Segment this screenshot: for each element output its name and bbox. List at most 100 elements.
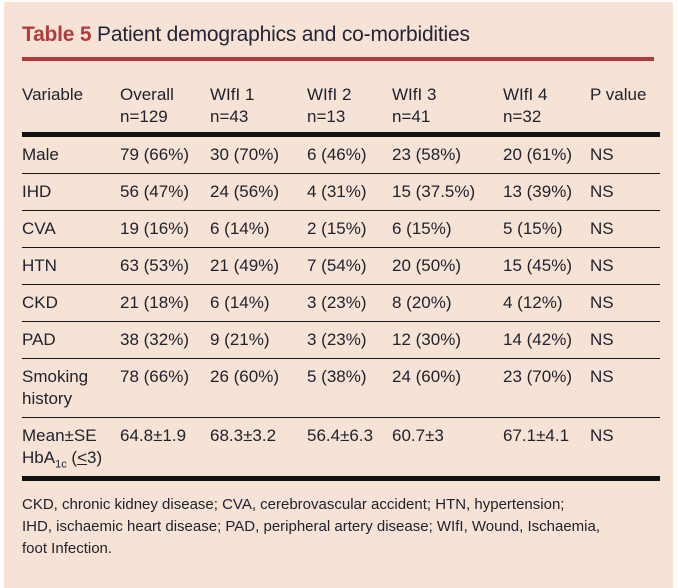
column-header-line2: n=13 [307, 107, 346, 126]
row-value: NS [590, 417, 660, 481]
row-value: 6 (14%) [210, 210, 307, 248]
column-header: Overall n=129 [120, 84, 210, 137]
column-header: P value [590, 84, 660, 137]
row-value: 9 (21%) [210, 321, 307, 359]
column-header: WIfI 3 n=41 [392, 84, 503, 137]
row-value: 8 (20%) [392, 284, 503, 322]
row-variable-line: IHD [22, 181, 116, 203]
text-segment: Mean±SE [22, 426, 97, 445]
row-value: 14 (42%) [503, 321, 590, 359]
text-segment: CKD [22, 293, 58, 312]
text-segment: PAD [22, 330, 56, 349]
table-row: PAD 38 (32%) 9 (21%) 3 (23%) 12 (30%) 14 (42%… [22, 321, 660, 359]
row-value: 67.1±4.1 [503, 417, 590, 481]
table-title: Table 5 Patient demographics and co-morb… [22, 22, 673, 48]
text-segment: < [77, 448, 88, 467]
column-header: WIfI 2 n=13 [307, 84, 392, 137]
text-segment: ( [66, 448, 78, 467]
column-header-line1: WIfI 3 [392, 85, 437, 104]
column-header-line1: WIfI 4 [503, 85, 548, 104]
row-variable: CKD [22, 284, 120, 322]
row-value: 24 (56%) [210, 173, 307, 211]
text-segment: CVA [22, 219, 56, 238]
column-header: Variable [22, 84, 120, 137]
row-value: 64.8±1.9 [120, 417, 210, 481]
row-variable: CVA [22, 210, 120, 248]
row-variable: HTN [22, 247, 120, 285]
row-value: 20 (61%) [503, 145, 572, 164]
row-value: 56 (47%) [120, 173, 210, 211]
row-value: 56.4±6.3 [307, 417, 392, 481]
table-title-text: Patient demographics and co-morbidities [97, 23, 470, 46]
row-value: 12 (30%) [392, 321, 503, 359]
row-variable-line: HbA1c (<3) [22, 447, 116, 471]
title-rule [22, 57, 654, 61]
row-value: 13 (39%) [503, 173, 590, 211]
column-header-line1: WIfI 2 [307, 85, 352, 104]
row-value: NS [590, 284, 660, 322]
table-row: Mean±SE HbA1c (<3) 64.8±1.9 68.3±3.2 56.4±6.… [22, 417, 660, 481]
table-header: Variable Overall n=129 WIfI 1 n=43 WIfI 2 n=13… [22, 84, 660, 137]
row-value: 21 (18%) [120, 284, 210, 322]
row-variable-line: Smoking [22, 366, 116, 388]
row-variable: Mean±SE HbA1c (<3) [22, 417, 120, 481]
row-value: 15 (45%) [503, 247, 590, 285]
row-value: 5 (15%) [503, 210, 590, 248]
row-value: NS [590, 321, 660, 359]
row-value: 68.3±3.2 [210, 417, 307, 481]
row-variable: PAD [22, 321, 120, 359]
table-row: HTN 63 (53%) 21 (49%) 7 (54%) 20 (50%) 15 (45… [22, 247, 660, 285]
table-row: Smoking history 78 (66%) 26 (60%) 5 (38%) 24 … [22, 358, 660, 418]
header-row: Variable Overall n=129 WIfI 1 n=43 WIfI 2 n=13… [22, 84, 660, 137]
column-header-line1: Variable [22, 85, 84, 104]
row-value: 20 (50%) [392, 247, 503, 285]
column-header-line2: n=43 [210, 107, 249, 126]
row-value: 79 (66%) [120, 145, 189, 164]
row-variable: IHD [22, 173, 120, 211]
row-value: 78 (66%) [120, 358, 210, 418]
row-variable-line: HTN [22, 255, 116, 277]
column-header-line1: P value [590, 85, 647, 104]
row-value: NS [590, 173, 660, 211]
row-value: NS [590, 210, 660, 248]
row-variable-line: CVA [22, 218, 116, 240]
text-segment: Male [22, 145, 59, 164]
demographics-table: Variable Overall n=129 WIfI 1 n=43 WIfI 2 n=13… [22, 84, 660, 481]
footnote: CKD, chronic kidney disease; CVA, cerebr… [22, 494, 667, 560]
row-value: 6 (15%) [392, 210, 503, 248]
text-segment: HbA [22, 448, 56, 467]
row-variable-line: CKD [22, 292, 116, 314]
row-value: 4 (12%) [503, 284, 590, 322]
row-variable: Male [22, 135, 120, 174]
row-value: 30 (70%) [210, 145, 279, 164]
row-value: 3 (23%) [307, 321, 392, 359]
text-segment: IHD [22, 182, 52, 201]
text-segment: Smoking [22, 367, 89, 386]
table-title-label: Table 5 [22, 23, 92, 46]
table-row: IHD 56 (47%) 24 (56%) 4 (31%) 15 (37.5%) 13 (… [22, 173, 660, 211]
text-segment: 3) [87, 448, 103, 467]
text-segment: 1c [55, 458, 67, 471]
table-row: Male 79 (66%) 30 (70%) 6 (46%) 23 (58%) 20 (6… [22, 135, 660, 174]
row-value: 6 (46%) [307, 145, 367, 164]
column-header-line1: Overall [120, 85, 174, 104]
column-header-line2: n=41 [392, 107, 431, 126]
row-value: 2 (15%) [307, 210, 392, 248]
row-value: 6 (14%) [210, 284, 307, 322]
row-value: 7 (54%) [307, 247, 392, 285]
row-variable-line: PAD [22, 329, 116, 351]
table-row: CKD 21 (18%) 6 (14%) 3 (23%) 8 (20%) 4 (12%) N… [22, 284, 660, 322]
table-body: Male 79 (66%) 30 (70%) 6 (46%) 23 (58%) 20 (6… [22, 135, 660, 481]
row-value: 23 (70%) [503, 358, 590, 418]
column-header-line2: n=129 [120, 107, 168, 126]
row-value: 63 (53%) [120, 247, 210, 285]
row-value: 38 (32%) [120, 321, 210, 359]
row-value: 23 (58%) [392, 145, 461, 164]
text-segment: HTN [22, 256, 57, 275]
row-value: 5 (38%) [307, 358, 392, 418]
row-value: NS [590, 145, 614, 164]
footnote-line: IHD, ischaemic heart disease; PAD, perip… [22, 518, 601, 535]
column-header-line2: n=32 [503, 107, 542, 126]
row-variable-line: Male [22, 144, 116, 166]
